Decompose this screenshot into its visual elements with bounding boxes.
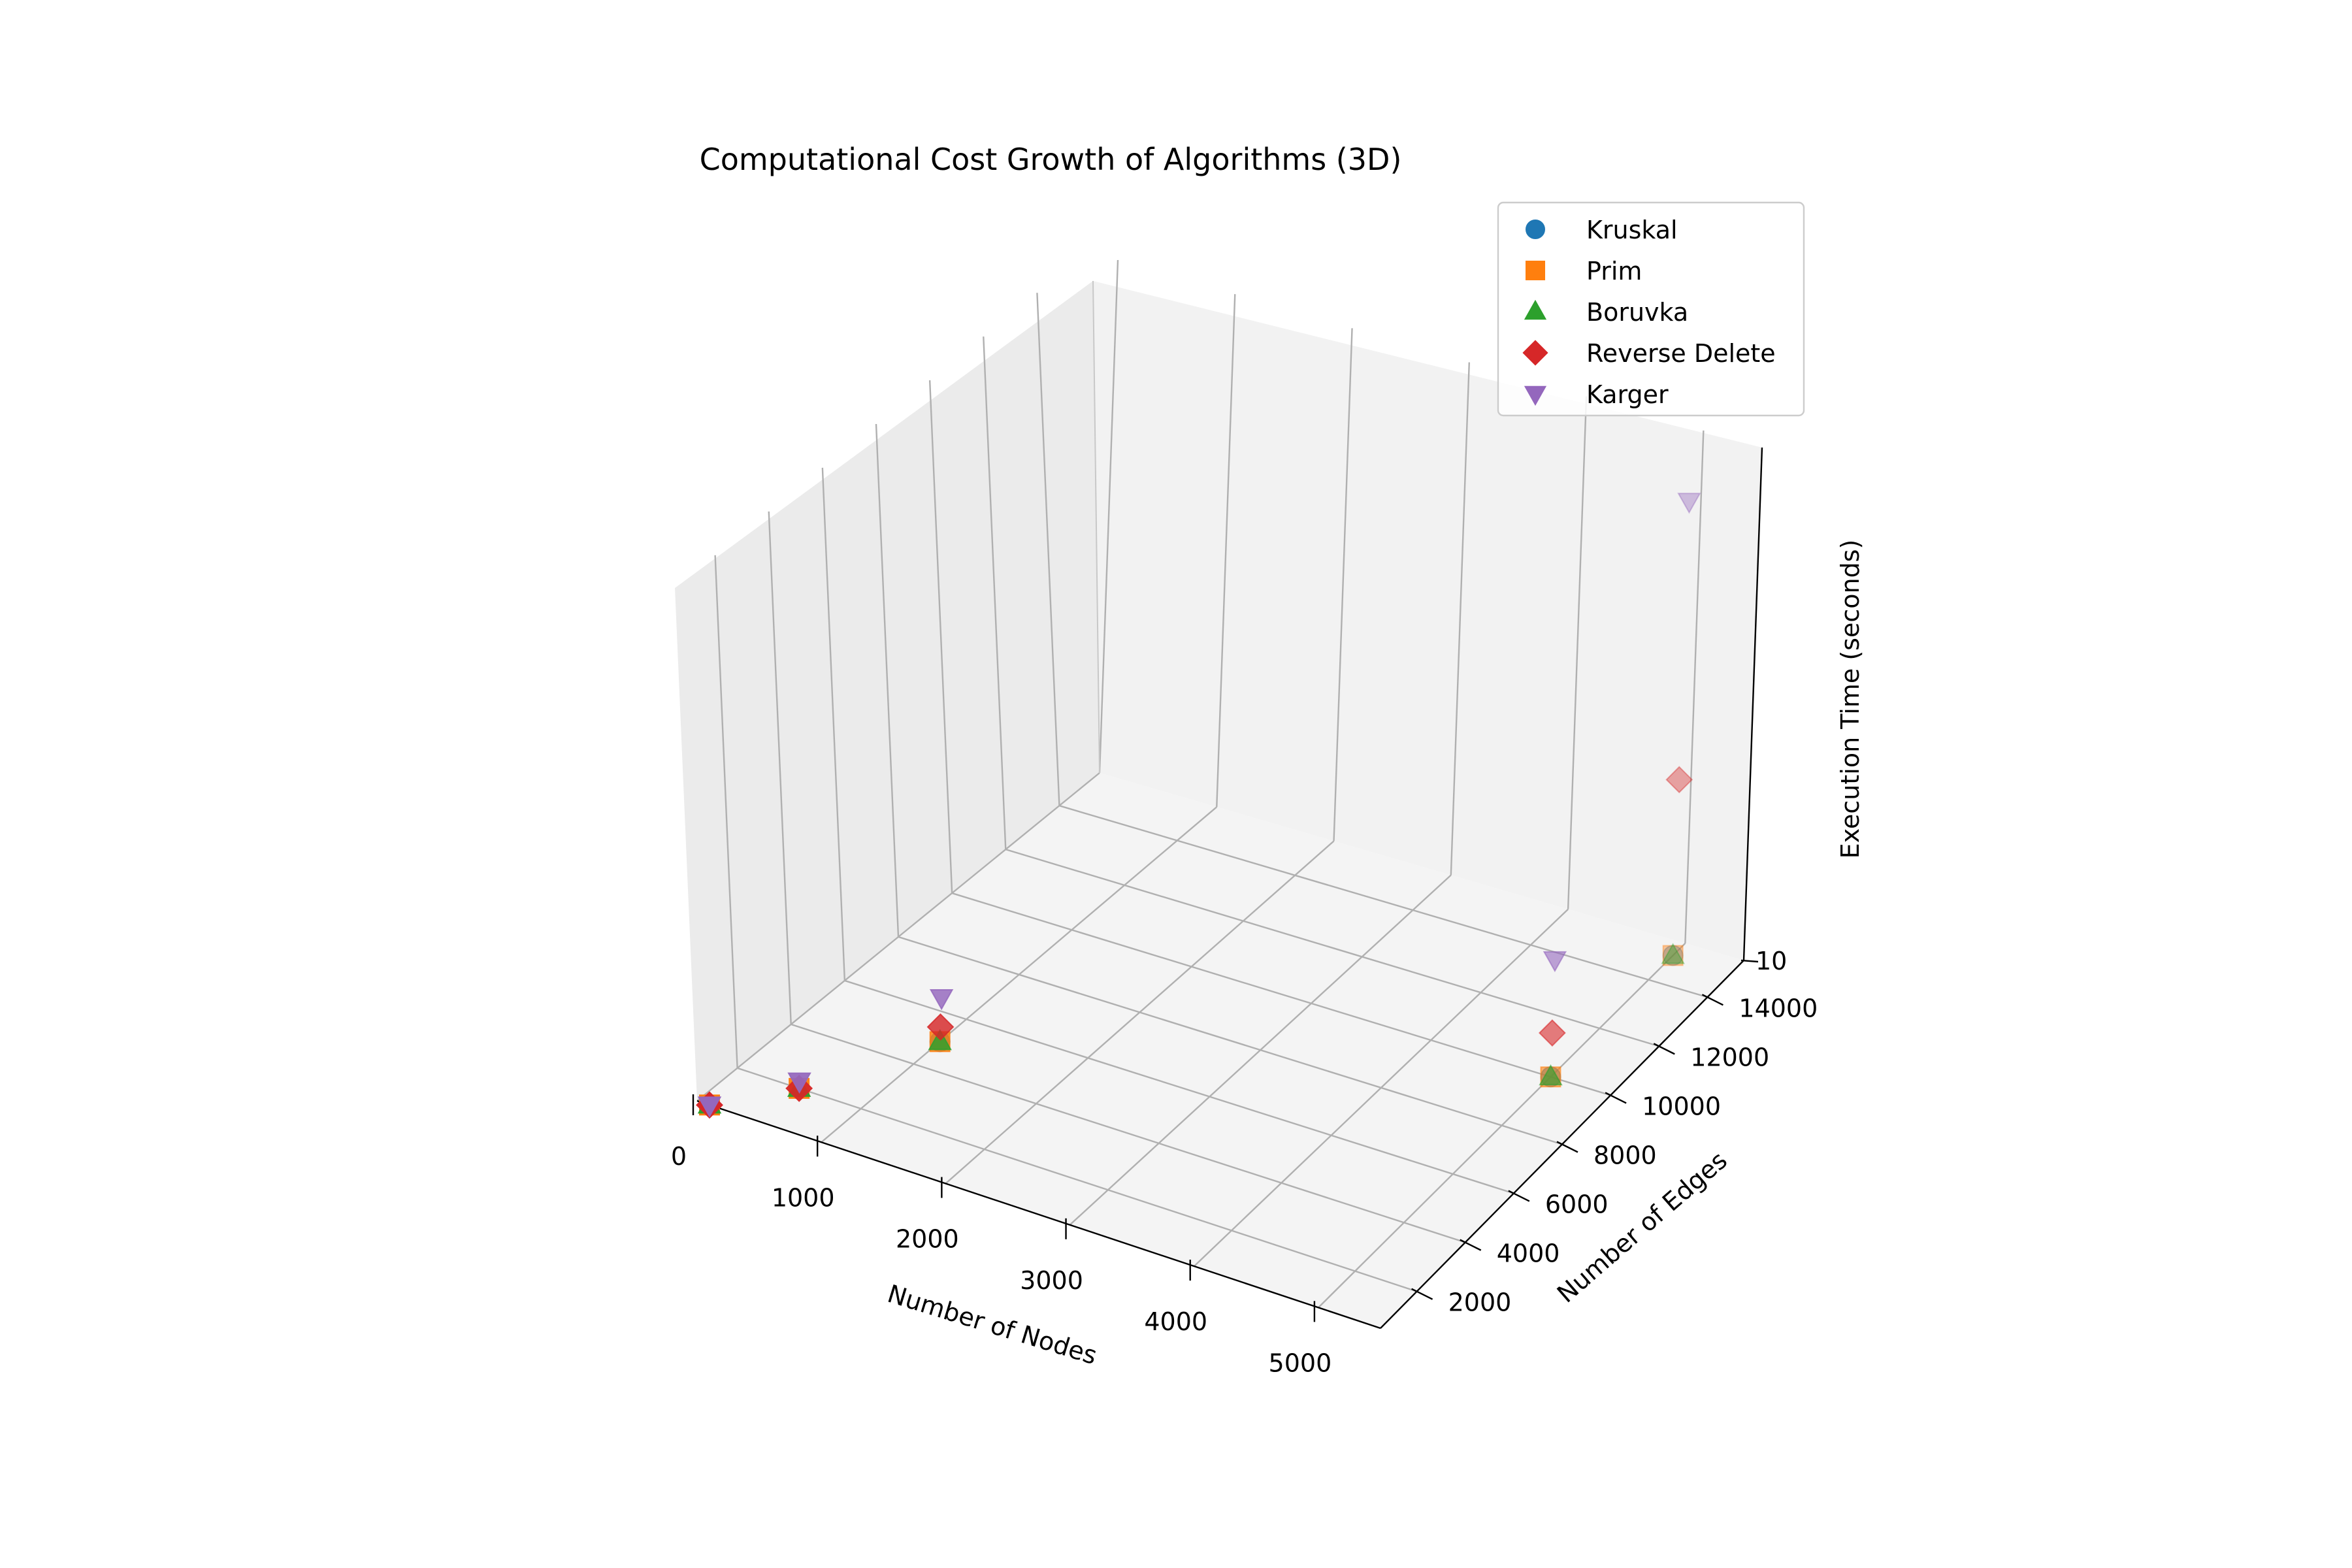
point-karger	[1543, 951, 1567, 973]
side-gridline-y	[928, 380, 953, 894]
y-tick-mark	[1460, 1239, 1482, 1251]
point-karger	[929, 989, 954, 1011]
point-reverse-delete	[926, 1013, 955, 1041]
legend-label-kruskal: Kruskal	[1586, 216, 1678, 244]
legend: Kruskal Prim Boruvka Reverse Delete Karger	[1497, 201, 1805, 417]
y-tick-mark	[1605, 1092, 1627, 1104]
floor-pane	[697, 773, 1744, 1328]
point-karger	[697, 1096, 722, 1118]
y-axis-label: Number of Edges	[1552, 1146, 1733, 1309]
legend-label-reverse-delete: Reverse Delete	[1586, 339, 1776, 368]
y-tick-mark	[1701, 994, 1723, 1006]
legend-marker-karger	[1524, 385, 1547, 406]
legend-frame	[1497, 201, 1805, 417]
point-prim	[1662, 945, 1684, 966]
point-boruvka	[1661, 943, 1685, 964]
chart-title: Computational Cost Growth of Algorithms …	[700, 142, 1402, 177]
y-tick-mark	[1653, 1043, 1675, 1055]
back-gridline-x	[1333, 328, 1353, 841]
z-axis-label: Execution Time (seconds)	[1836, 540, 1865, 859]
side-gridline-y	[983, 336, 1007, 850]
tick-labels: 0 1000 2000 3000 4000 5000 2000 4000 6000 8000 100…	[671, 947, 1818, 1377]
x-tick-label: 5000	[1269, 1348, 1332, 1377]
y-tick-mark	[1556, 1141, 1578, 1153]
z-tick-mark	[1740, 959, 1759, 963]
legend-marker-kruskal	[1526, 220, 1545, 239]
back-gridline-x	[1098, 259, 1119, 774]
floor-gridline-y	[951, 892, 1611, 1096]
side-gridline-y	[875, 423, 900, 938]
y-tick-label: 12000	[1690, 1043, 1769, 1071]
data-points	[696, 493, 1701, 1119]
legend-marker-boruvka	[1524, 299, 1547, 320]
x-tick-label: 0	[671, 1142, 687, 1171]
y-tick-label: 10000	[1642, 1092, 1721, 1120]
legend-label-boruvka: Boruvka	[1586, 298, 1688, 327]
x-tick-label: 4000	[1144, 1307, 1207, 1336]
x-tick-label: 1000	[772, 1183, 835, 1212]
x-tick-label: 2000	[896, 1225, 959, 1254]
floor-gridline-y	[844, 979, 1514, 1194]
side-gridline-y	[714, 555, 738, 1068]
point-reverse-delete	[1538, 1019, 1566, 1047]
point-karger	[1677, 493, 1701, 514]
point-reverse-delete	[1665, 766, 1693, 794]
y-tick-label: 4000	[1497, 1239, 1560, 1268]
legend-marker-reverse-delete	[1522, 340, 1548, 366]
legend-label-karger: Karger	[1586, 380, 1669, 409]
x-axis-line	[696, 1100, 1381, 1330]
y-tick-label: 8000	[1593, 1141, 1657, 1170]
pane-edge	[1092, 280, 1100, 774]
y-tick-label: 6000	[1545, 1190, 1609, 1219]
back-gridline-x	[1216, 294, 1236, 808]
floor-gridline-y	[1059, 805, 1708, 998]
back-pane	[1093, 281, 1762, 960]
back-gridline-x	[1567, 396, 1588, 909]
y-tick-label: 2000	[1448, 1288, 1512, 1317]
legend-label-prim: Prim	[1586, 257, 1642, 286]
z-axis-line	[1742, 447, 1763, 961]
axes-panes	[675, 281, 1762, 1328]
grid-lines	[696, 259, 1708, 1309]
legend-marker-prim	[1526, 261, 1545, 280]
side-gridline-y	[1036, 293, 1060, 806]
side-gridline-y	[768, 511, 792, 1024]
x-tick-label: 3000	[1020, 1266, 1083, 1295]
y-tick-label: 14000	[1739, 994, 1818, 1022]
floor-gridline-y	[1005, 848, 1659, 1047]
y-tick-mark	[1411, 1288, 1433, 1300]
back-gridline-x	[1450, 362, 1471, 875]
floor-gridline-y	[737, 1067, 1417, 1292]
side-gridline-y	[821, 467, 846, 981]
point-karger	[787, 1072, 811, 1094]
floor-gridline-y	[791, 1023, 1466, 1243]
point-kruskal	[1662, 945, 1684, 966]
z-tick-label: 10	[1756, 947, 1787, 975]
floor-gridline-y	[898, 936, 1563, 1145]
point-boruvka	[1539, 1064, 1563, 1086]
y-tick-mark	[1508, 1190, 1530, 1202]
back-gridline-x	[1684, 430, 1705, 943]
